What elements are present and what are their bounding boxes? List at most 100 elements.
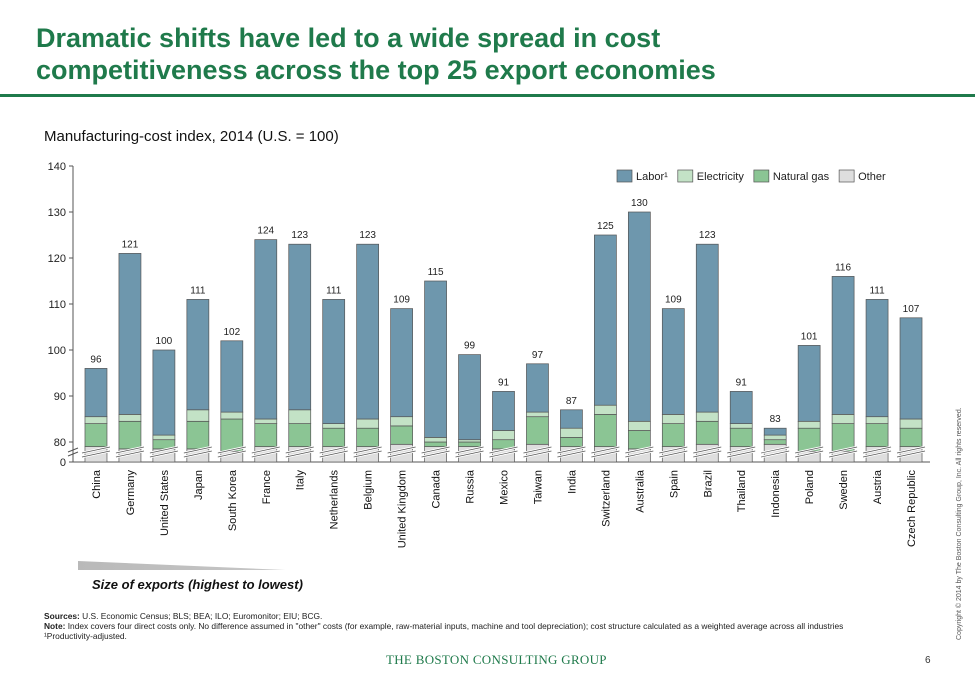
bar-group [387,308,416,463]
bar-total-label: 123 [359,230,376,241]
bar-segment-electricity [594,404,617,415]
bar-group [421,280,450,463]
x-tick-label: Belgium [363,470,375,510]
bar-total-label: 111 [869,285,885,296]
bar-total-label: 99 [464,341,476,352]
bar-segment-labor [797,345,821,422]
bar-total-label: 91 [736,377,748,388]
x-tick-label: Canada [431,469,443,508]
legend-label: Electricity [697,171,745,183]
bar-segment-natural-gas [560,437,583,447]
bar-segment-labor [729,391,753,424]
legend-swatch-electricity [677,169,694,183]
legend-label: Other [858,171,886,183]
bar-segment-natural-gas [288,423,312,447]
bar-break-outline [251,446,280,458]
bar-break-outline [727,446,756,458]
bar-total-label: 107 [903,304,920,315]
bar-group [591,234,620,463]
bar-group [183,299,213,463]
bar-segment-labor [865,299,889,418]
x-tick-label: South Korea [227,469,239,531]
bar-group [692,243,722,463]
bar-segment-electricity [322,423,346,429]
bar-break-outline [557,446,586,458]
bar-segment-electricity [424,437,447,443]
bar-segment-natural-gas [899,427,923,447]
bar-break-outline [862,446,892,458]
bar-group [794,345,824,463]
bar-segment-electricity [84,416,108,424]
bar-segment-natural-gas [424,441,447,447]
bar-segment-electricity [695,411,719,422]
bar-total-label: 91 [498,377,510,388]
title-divider [0,94,975,97]
bar-segment-natural-gas [594,414,617,447]
bar-group [353,243,382,463]
bar-group [285,243,315,463]
bar-break-outline [795,446,824,458]
bar-break-outline [625,446,654,458]
x-tick-label: United States [159,470,171,537]
legend-label: Natural gas [773,171,830,183]
y-tick-label: 0 [60,457,66,469]
bcg-logo-text: THE BOSTON CONSULTING GROUP [386,652,607,667]
bar-segment-labor [560,409,583,429]
x-tick-label: France [261,470,273,504]
bar-break-outline [896,446,926,458]
bar-segment-electricity [492,430,515,441]
stacked-bar-chart: 0 80 90 100 110 120 130 140 96 China 121 Germany 100… [48,161,930,570]
bar-segment-natural-gas [865,423,889,447]
bar-segment-labor [424,280,447,438]
bar-break-outline [455,446,484,458]
bar-group [81,368,111,463]
x-tick-label: Sweden [838,470,850,510]
bar-total-label: 124 [257,226,274,237]
x-tick-label: Taiwan [532,470,544,504]
bar-break-outline [387,446,416,458]
bar-break-outline [489,446,518,458]
bar-segment-labor [627,211,651,422]
legend-label: Labor¹ [636,171,668,183]
bar-segment-electricity [899,418,923,429]
x-tick-label: Brazil [702,470,714,498]
bar-segment-electricity [627,420,651,431]
bar-segment-labor [763,427,787,436]
bar-segment-natural-gas [695,420,719,445]
bar-total-label: 101 [801,331,818,342]
bar-total-label: 123 [699,230,716,241]
bar-total-label: 111 [326,285,342,296]
bar-total-label: 109 [393,295,410,306]
bar-break-outline [523,446,552,458]
bar-break-outline [217,446,246,458]
bar-segment-natural-gas [220,418,244,452]
bar-segment-natural-gas [390,425,413,445]
y-axis-break-mark [67,447,79,457]
legend-swatch-other [838,169,855,183]
bar-segment-electricity [356,418,380,429]
x-tick-label: Japan [193,470,205,500]
bar-total-label: 87 [566,396,578,407]
bar-group [217,340,247,463]
bar-segment-labor [899,317,923,420]
bar-group [760,427,790,463]
page-number: 6 [925,655,931,666]
bar-group [625,211,654,463]
sources-line: Sources: U.S. Economic Census; BLS; BEA;… [44,611,924,621]
bar-segment-electricity [220,411,244,420]
note-label: Note: [44,621,66,631]
bar-group [455,354,484,463]
x-tick-label: Spain [668,470,680,498]
x-tick-label: Australia [634,469,646,513]
slide-title: Dramatic shifts have led to a wide sprea… [36,22,936,86]
bar-group [115,253,145,463]
x-tick-label: Netherlands [329,470,341,530]
bar-total-label: 111 [190,285,206,296]
bar-segment-labor [254,239,278,420]
bar-segment-natural-gas [186,420,210,450]
bar-segment-labor [831,276,855,415]
bar-segment-labor [390,308,413,418]
y-tick-label: 90 [54,391,66,403]
bar-break-outline [693,446,722,458]
bar-segment-electricity [763,434,787,441]
